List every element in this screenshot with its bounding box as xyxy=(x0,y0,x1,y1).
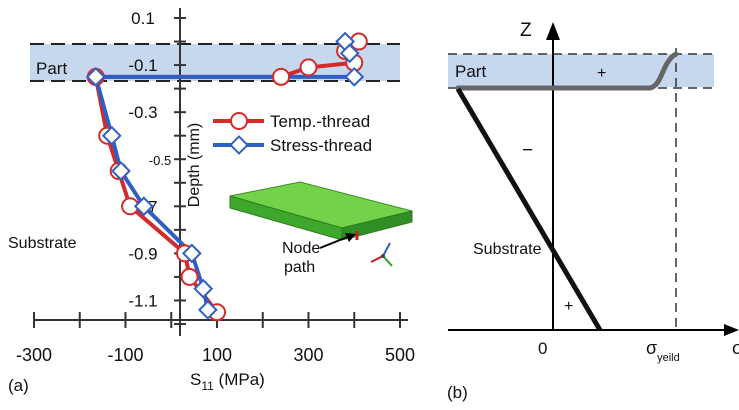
z-axis-label: Z xyxy=(520,20,532,41)
triad-icon xyxy=(370,242,393,267)
sign-part: + xyxy=(597,65,606,82)
x-tick-label: 300 xyxy=(293,345,323,365)
x-tick-label: -300 xyxy=(16,345,52,365)
y-tick-label: -0.5 xyxy=(149,153,171,168)
part-label: Part xyxy=(36,59,67,78)
panel-b-label: (b) xyxy=(447,383,468,402)
y-tick-label: -0.9 xyxy=(128,244,157,263)
legend: Temp.-thread Stress-thread xyxy=(213,112,372,155)
stress-thread-point xyxy=(181,243,202,264)
temp-thread-point xyxy=(272,67,291,86)
x-tick-labels: -300 -100 100 300 500 xyxy=(16,345,415,365)
x-tick-zero-b: 0 xyxy=(538,339,547,358)
sigma-axis-label: σ xyxy=(732,338,739,358)
x-tick-marks xyxy=(33,312,401,328)
stress-thread-point xyxy=(344,66,365,87)
substrate-stress-line xyxy=(455,87,603,332)
stress-thread-point xyxy=(197,299,218,320)
y-axis-label: Depth (mm) xyxy=(186,123,203,207)
node-path-label-line1: Node xyxy=(282,240,320,257)
stress-thread-point xyxy=(85,66,106,87)
stress-thread-point xyxy=(133,196,154,217)
y-tick-labels: 0.1-0.1-0.3-0.5-0.7-0.9-1.1 xyxy=(128,9,171,310)
part-stress-curve xyxy=(455,51,679,91)
x-tick-label: -100 xyxy=(107,345,143,365)
x-tick-label: 100 xyxy=(202,345,232,365)
y-tick-label: -1.1 xyxy=(128,291,157,310)
legend-label-temp: Temp.-thread xyxy=(270,112,370,131)
temp-thread-point xyxy=(299,58,318,77)
y-tick-label: -0.1 xyxy=(128,56,157,75)
plate-side xyxy=(341,210,413,241)
inset-model: Node path xyxy=(229,181,413,276)
node-path-label-line2: path xyxy=(284,259,315,276)
legend-label-stress: Stress-thread xyxy=(270,136,372,155)
stress-thread-point xyxy=(111,161,131,181)
panel-b: Z Part + − Substrate + 0 σyeild σ (b) xyxy=(447,20,739,402)
y-tick-label: 0.1 xyxy=(131,9,155,28)
node-path-arrow xyxy=(319,235,351,249)
y-tick-label: -0.3 xyxy=(128,103,157,122)
panel-a-label: (a) xyxy=(8,376,29,395)
stress-thread-point xyxy=(339,43,360,64)
series-line-temp xyxy=(93,39,360,314)
node-path-arrowhead xyxy=(345,233,356,242)
substrate-label-b: Substrate xyxy=(473,241,542,258)
legend-marker-temp xyxy=(230,112,248,130)
sigma-yield-label: σyeild xyxy=(646,338,680,364)
temp-thread-point xyxy=(180,267,199,286)
series-group xyxy=(85,31,368,322)
stress-thread-point xyxy=(193,278,214,299)
z-axis-arrowhead xyxy=(546,22,560,40)
sign-upper-substrate: − xyxy=(522,140,533,161)
legend-marker-stress xyxy=(229,135,249,155)
x-axis-label: S11 (MPa) xyxy=(190,370,265,393)
part-band-b xyxy=(448,54,714,87)
x-tick-label: 500 xyxy=(385,345,415,365)
x-axis-b-arrowhead xyxy=(724,324,739,336)
part-label-b: Part xyxy=(455,62,486,81)
sign-lower-substrate: + xyxy=(564,298,573,315)
substrate-label: Substrate xyxy=(8,235,77,252)
stress-thread-point xyxy=(101,125,122,146)
